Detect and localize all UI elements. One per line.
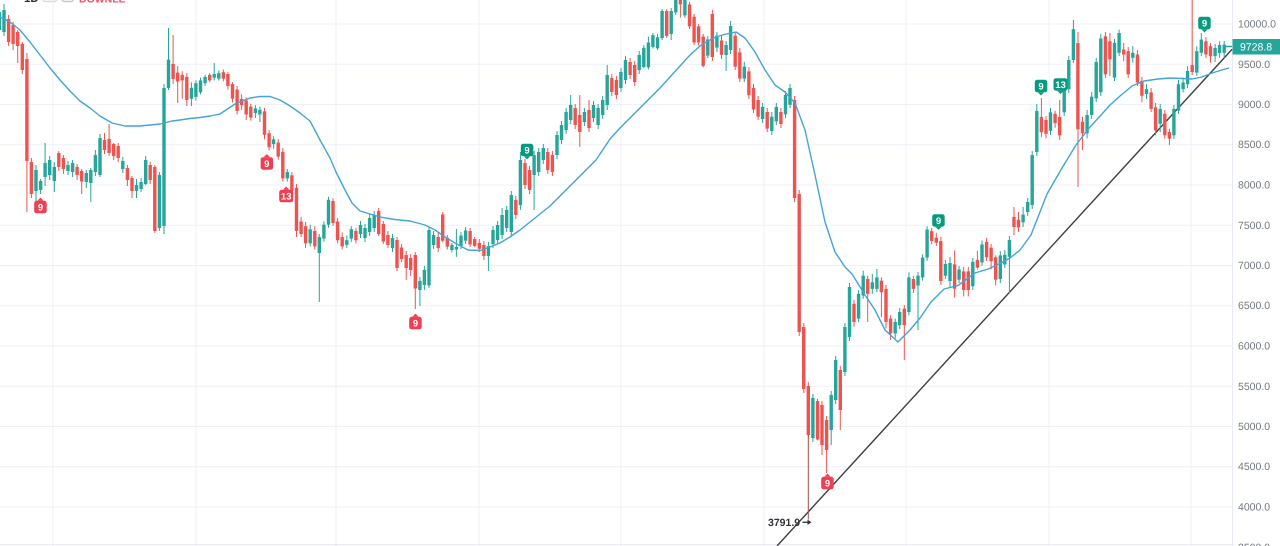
svg-text:9728.8: 9728.8 <box>1240 42 1272 54</box>
svg-text:4500.0: 4500.0 <box>1238 461 1270 473</box>
svg-text:13: 13 <box>281 192 292 203</box>
svg-text:9500.0: 9500.0 <box>1238 59 1270 71</box>
svg-text:7000.0: 7000.0 <box>1238 260 1270 272</box>
svg-text:9: 9 <box>264 159 269 170</box>
svg-text:9: 9 <box>524 146 529 157</box>
svg-text:6000.0: 6000.0 <box>1238 341 1270 353</box>
svg-text:9: 9 <box>413 319 418 330</box>
svg-text:9: 9 <box>1038 82 1043 93</box>
svg-text:10000.0: 10000.0 <box>1238 19 1276 31</box>
svg-text:1D: 1D <box>24 0 39 5</box>
svg-text:9: 9 <box>38 203 43 214</box>
svg-text:DOWNLE: DOWNLE <box>79 0 126 6</box>
svg-text:9: 9 <box>936 216 941 227</box>
svg-text:9: 9 <box>1202 19 1207 30</box>
svg-text:8000.0: 8000.0 <box>1238 180 1270 192</box>
svg-text:13: 13 <box>1055 80 1066 91</box>
svg-text:3791.9: 3791.9 <box>768 517 800 529</box>
svg-text:8500.0: 8500.0 <box>1238 139 1270 151</box>
svg-text:5000.0: 5000.0 <box>1238 421 1270 433</box>
svg-text:6500.0: 6500.0 <box>1238 300 1270 312</box>
svg-text:7500.0: 7500.0 <box>1238 220 1270 232</box>
svg-text:5500.0: 5500.0 <box>1238 381 1270 393</box>
svg-text:4000.0: 4000.0 <box>1238 502 1270 514</box>
svg-text:9000.0: 9000.0 <box>1238 99 1270 111</box>
svg-text:3500.0: 3500.0 <box>1238 542 1270 546</box>
svg-text:9: 9 <box>825 479 830 490</box>
